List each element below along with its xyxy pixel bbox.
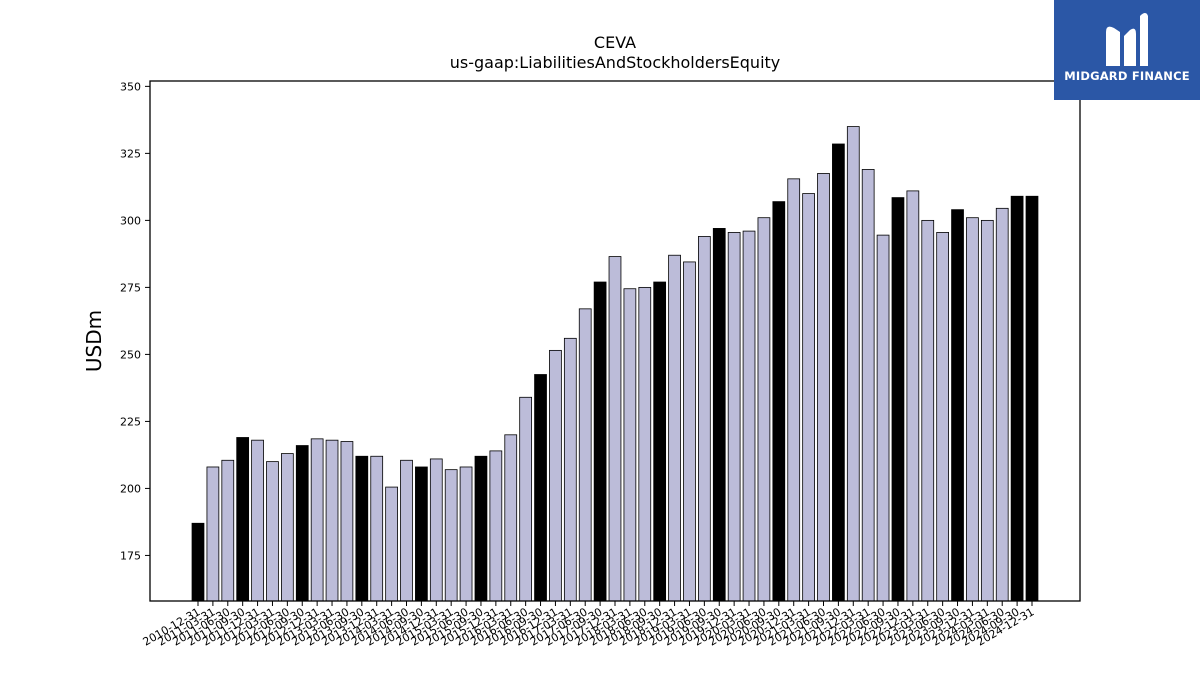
bar bbox=[757, 217, 771, 602]
bar bbox=[817, 173, 830, 602]
bar bbox=[712, 228, 726, 602]
bar bbox=[295, 445, 309, 602]
bar bbox=[534, 374, 547, 602]
bar bbox=[280, 453, 294, 602]
bar bbox=[608, 256, 622, 602]
y-tick-label: 300 bbox=[120, 214, 141, 227]
bar bbox=[444, 469, 458, 602]
y-axis-label: USDm bbox=[82, 310, 106, 372]
bar bbox=[727, 232, 741, 602]
plot-frame bbox=[149, 80, 1081, 602]
logo-mark-icon bbox=[1106, 13, 1148, 67]
bar bbox=[683, 261, 696, 602]
bar-series bbox=[191, 126, 1039, 602]
bar bbox=[310, 438, 324, 602]
bar bbox=[191, 522, 205, 602]
y-tick-label: 200 bbox=[120, 482, 141, 495]
bar bbox=[653, 281, 667, 602]
bar bbox=[355, 455, 369, 602]
bar bbox=[519, 396, 533, 602]
bar bbox=[966, 217, 979, 602]
bar bbox=[474, 455, 488, 602]
bar bbox=[415, 466, 428, 602]
bar bbox=[906, 190, 920, 602]
bar bbox=[1010, 195, 1024, 602]
bar bbox=[578, 308, 592, 602]
bar bbox=[489, 450, 503, 602]
bar bbox=[876, 234, 890, 602]
bar bbox=[400, 459, 413, 602]
bar bbox=[787, 178, 801, 602]
y-tick-label: 225 bbox=[120, 415, 141, 428]
y-axis: 175 200 225 250 275 300 325 350 bbox=[120, 80, 150, 562]
bar bbox=[846, 126, 860, 602]
y-tick-label: 350 bbox=[120, 80, 141, 93]
bar bbox=[995, 207, 1009, 602]
bar bbox=[459, 466, 473, 602]
bar bbox=[325, 439, 339, 602]
midgard-finance-logo: MIDGARD FINANCE bbox=[1054, 0, 1200, 100]
bar bbox=[668, 254, 681, 602]
bar bbox=[951, 209, 964, 602]
bar bbox=[936, 232, 950, 602]
bar bbox=[504, 434, 518, 602]
bar bbox=[921, 219, 935, 602]
y-tick-label: 175 bbox=[120, 549, 141, 562]
bar bbox=[221, 459, 235, 602]
bar bbox=[563, 337, 577, 602]
bar bbox=[638, 286, 652, 602]
bar bbox=[623, 288, 637, 602]
bar bbox=[891, 197, 905, 602]
bar bbox=[429, 458, 443, 602]
bar bbox=[340, 441, 354, 602]
y-tick-label: 275 bbox=[120, 281, 141, 294]
bar bbox=[861, 169, 875, 602]
logo-text: MIDGARD FINANCE bbox=[1064, 69, 1190, 83]
bar bbox=[832, 143, 845, 602]
bar bbox=[802, 193, 815, 602]
bar bbox=[980, 219, 994, 602]
y-tick-label: 325 bbox=[120, 147, 141, 160]
chart-subtitle: us-gaap:LiabilitiesAndStockholdersEquity bbox=[450, 53, 781, 72]
bar bbox=[370, 455, 384, 602]
bar bbox=[772, 201, 786, 602]
bar bbox=[1025, 195, 1039, 602]
bar bbox=[698, 236, 711, 602]
bar bbox=[549, 349, 562, 602]
x-axis: 2010-12-312011-03-312011-06-302011-09-30… bbox=[141, 601, 1037, 649]
bar bbox=[593, 281, 607, 602]
bar bbox=[742, 230, 756, 602]
y-tick-label: 250 bbox=[120, 348, 141, 361]
bar bbox=[266, 461, 279, 602]
bar bbox=[251, 439, 264, 602]
chart-title: CEVA bbox=[594, 33, 636, 52]
bar bbox=[385, 486, 398, 602]
bar bbox=[206, 466, 220, 602]
bar bbox=[236, 437, 250, 602]
